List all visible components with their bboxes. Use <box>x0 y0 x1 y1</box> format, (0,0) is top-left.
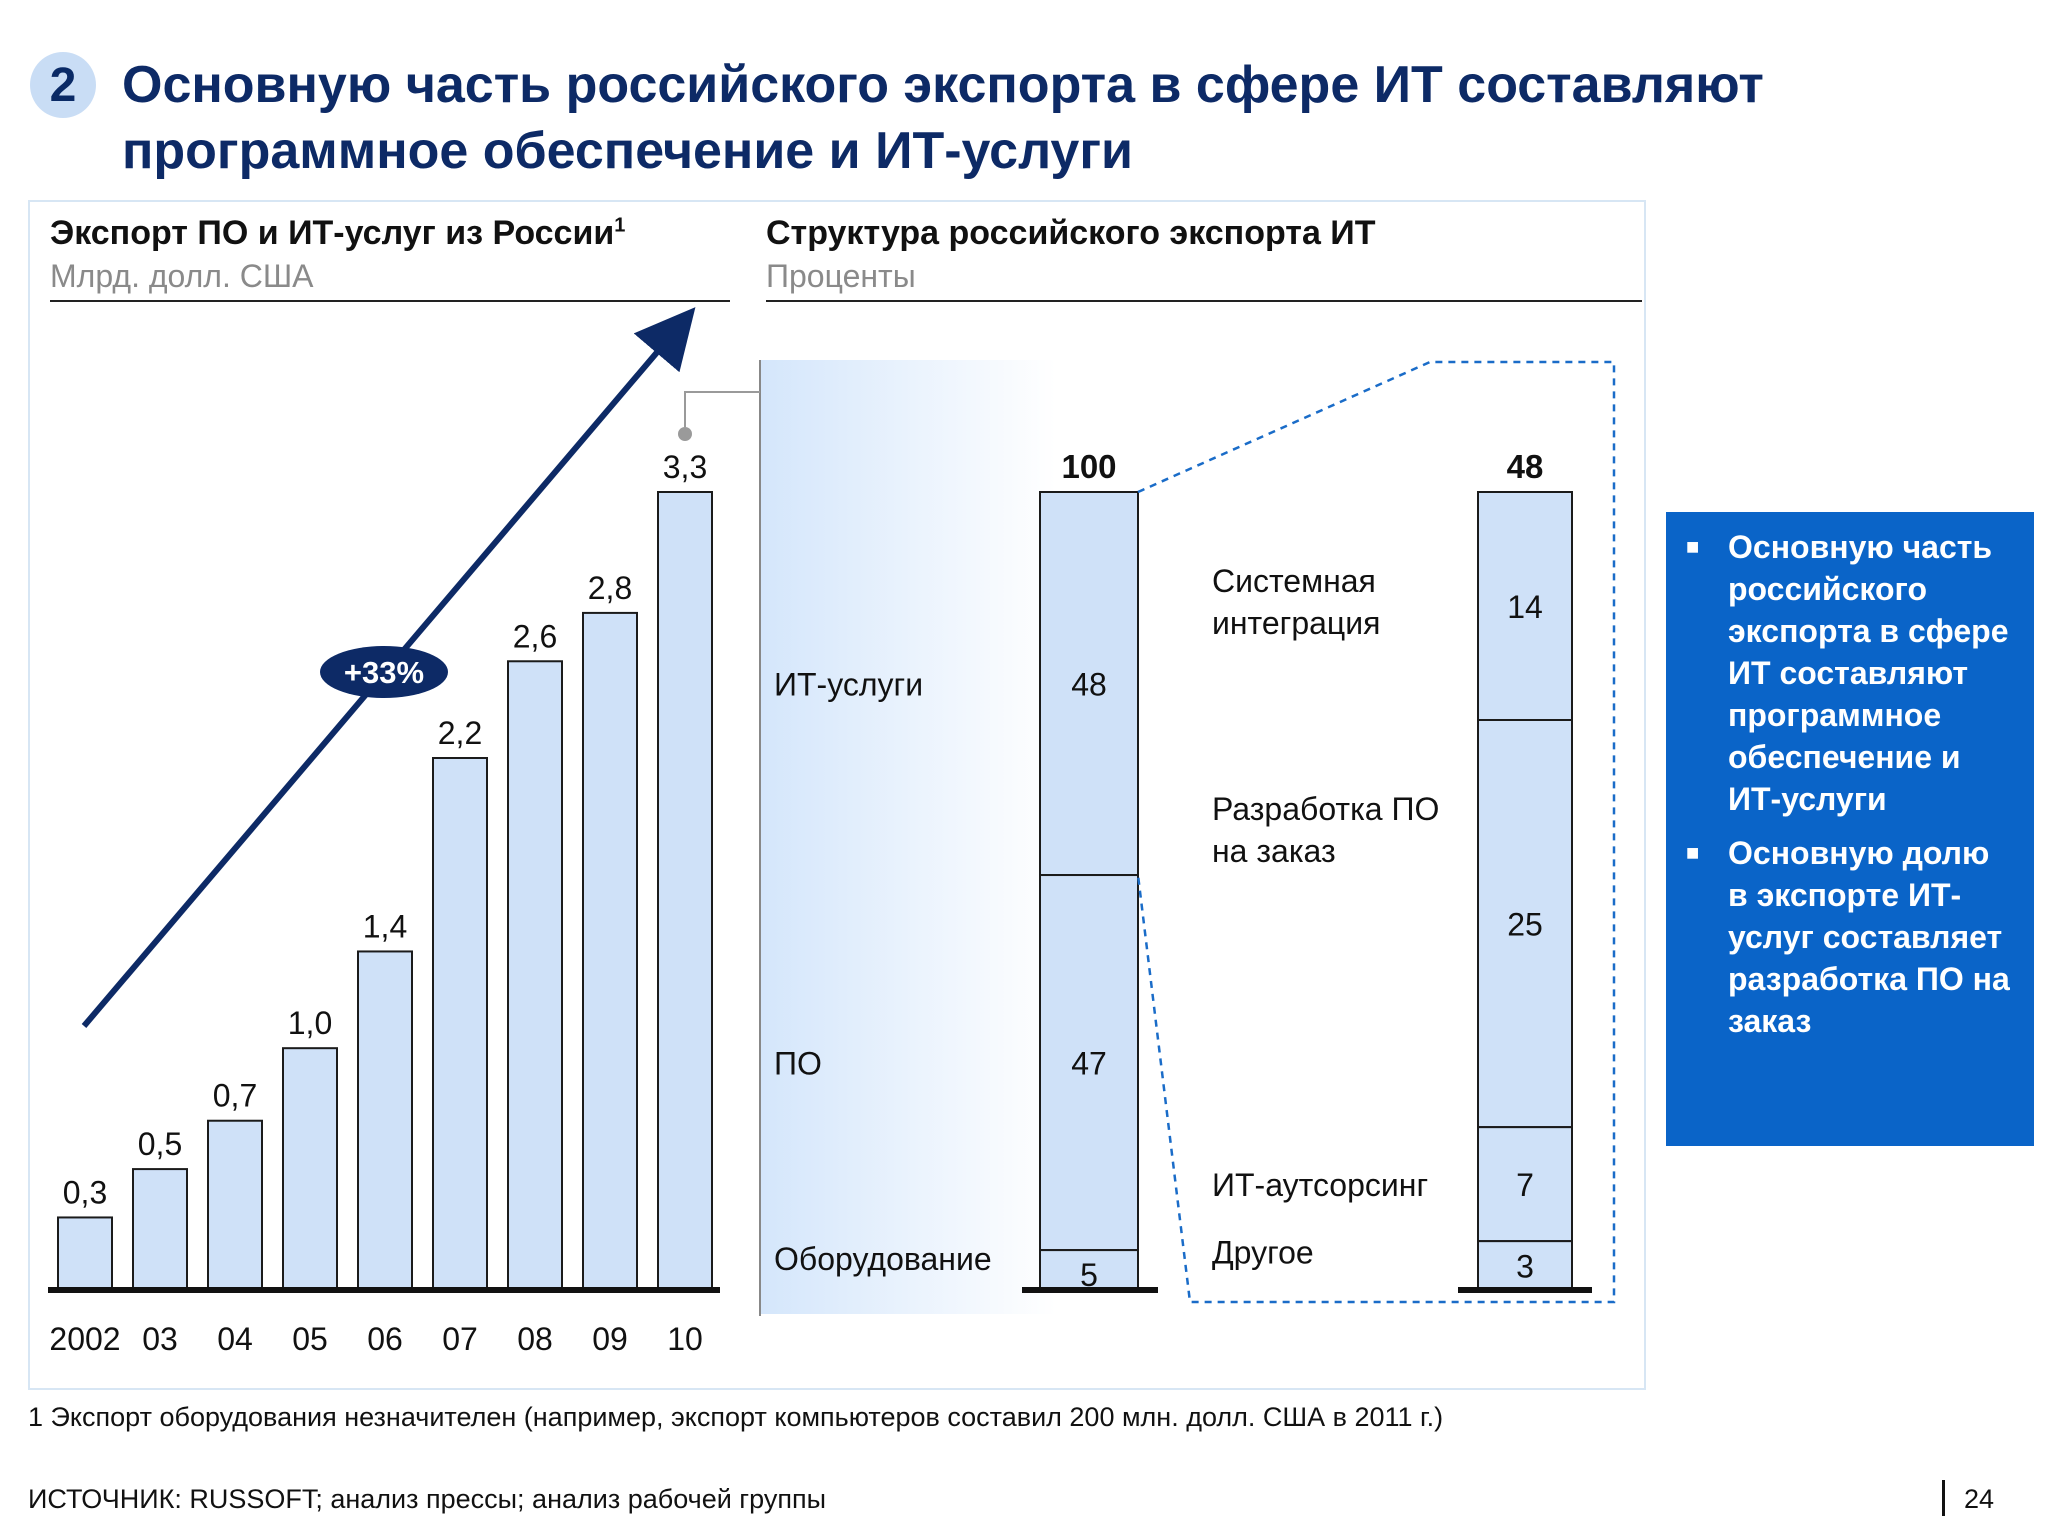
bar-value-label: 0,5 <box>138 1126 182 1162</box>
connector-line <box>684 391 760 427</box>
section-number-badge: 2 <box>30 52 96 118</box>
breakdown-value-label: 7 <box>1516 1167 1534 1203</box>
breakdown-segment <box>1477 491 1573 721</box>
footnote: 1 Экспорт оборудования незначителен (нап… <box>28 1402 1444 1432</box>
breakdown-total-label: 48 <box>1507 448 1544 485</box>
chart-frame <box>28 200 1646 1390</box>
bar-value-label: 2,6 <box>513 618 557 654</box>
segment-value-label: 5 <box>1080 1257 1098 1293</box>
stack-total-label: 100 <box>1061 448 1116 485</box>
export-bar <box>282 1047 338 1291</box>
key-findings-box: ■ Основную часть российского экспорта в с… <box>1666 512 2034 1146</box>
breakdown-category-label: Системная интеграция <box>1212 563 1380 641</box>
key-finding-item: ■ Основную часть российского экспорта в с… <box>1686 529 2009 817</box>
left-panel-unit: Млрд. долл. США <box>50 258 314 294</box>
charts-canvas: 0,3 2002 0,5 03 0,7 04 1,0 05 1,4 06 2,2 07 2,6 08 2,8… <box>48 307 1616 1357</box>
structure-highlight-band <box>760 360 1056 1314</box>
bar-value-label: 2,2 <box>438 715 482 751</box>
page-number: 24 <box>1964 1484 1995 1514</box>
right-panel-title: Структура российского экспорта ИТ <box>766 214 1376 252</box>
segment-category-label: Оборудование <box>774 1241 992 1277</box>
x-tick-label: 09 <box>592 1321 628 1357</box>
x-tick-label: 05 <box>292 1321 328 1357</box>
segment-value-label: 47 <box>1071 1046 1107 1082</box>
segment-category-label: ПО <box>774 1046 822 1082</box>
export-bar <box>207 1119 263 1292</box>
export-bar <box>582 611 638 1291</box>
export-bar <box>657 491 713 1291</box>
bar-value-label: 3,3 <box>663 449 707 485</box>
breakdown-category-label: Разработка ПО на заказ <box>1212 791 1439 869</box>
x-tick-label: 10 <box>667 1321 703 1357</box>
x-tick-label: 03 <box>142 1321 178 1357</box>
left-panel-title: Экспорт ПО и ИТ-услуг из России1 <box>50 214 626 252</box>
page-title: Основную часть российского экспорта в сф… <box>122 56 1764 180</box>
right-panel-rule <box>766 300 1642 302</box>
segment-category-label: ИТ-услуги <box>774 667 923 703</box>
footnote-mark: 1 <box>614 214 626 237</box>
structure-segment <box>1039 491 1139 877</box>
x-tick-label: 2002 <box>49 1321 120 1357</box>
structure-segment <box>1039 874 1139 1252</box>
structure-segment <box>1039 1249 1139 1291</box>
breakdown-segment <box>1477 719 1573 1129</box>
breakdown-value-label: 25 <box>1507 907 1543 943</box>
bar-value-label: 1,4 <box>363 908 407 944</box>
breakdown-value-label: 14 <box>1507 589 1543 625</box>
export-bar <box>432 757 488 1291</box>
export-bar <box>507 660 563 1291</box>
x-tick-label: 07 <box>442 1321 478 1357</box>
export-bar <box>57 1216 113 1292</box>
page-separator <box>1942 1480 1945 1516</box>
source-note: ИСТОЧНИК: RUSSOFT; анализ прессы; анализ… <box>28 1484 827 1514</box>
bar-value-label: 0,7 <box>213 1078 257 1114</box>
connector-dot <box>678 427 692 441</box>
right-panel-unit: Проценты <box>766 258 916 294</box>
x-tick-label: 08 <box>517 1321 553 1357</box>
x-tick-label: 06 <box>367 1321 403 1357</box>
export-bar <box>357 950 413 1291</box>
breakdown-category-label: Другое <box>1212 1235 1314 1271</box>
segment-value-label: 48 <box>1071 667 1107 703</box>
breakdown-value-label: 3 <box>1516 1249 1534 1285</box>
bar-value-label: 1,0 <box>288 1005 332 1041</box>
key-finding-item: ■ Основную долю в экспорте ИТ-услуг соста… <box>1686 835 2010 1039</box>
growth-badge <box>320 646 448 698</box>
breakdown-segment <box>1477 1240 1573 1291</box>
breakdown-category-label: ИТ-аутсорсинг <box>1212 1167 1428 1203</box>
export-bar <box>132 1168 188 1292</box>
growth-label: +33% <box>344 655 424 690</box>
bar-value-label: 0,3 <box>63 1174 107 1210</box>
breakdown-segment <box>1477 1126 1573 1243</box>
bar-value-label: 2,8 <box>588 570 632 606</box>
x-tick-label: 04 <box>217 1321 253 1357</box>
zoom-dashed-outline <box>1136 360 1616 1304</box>
left-panel-rule <box>50 300 730 302</box>
